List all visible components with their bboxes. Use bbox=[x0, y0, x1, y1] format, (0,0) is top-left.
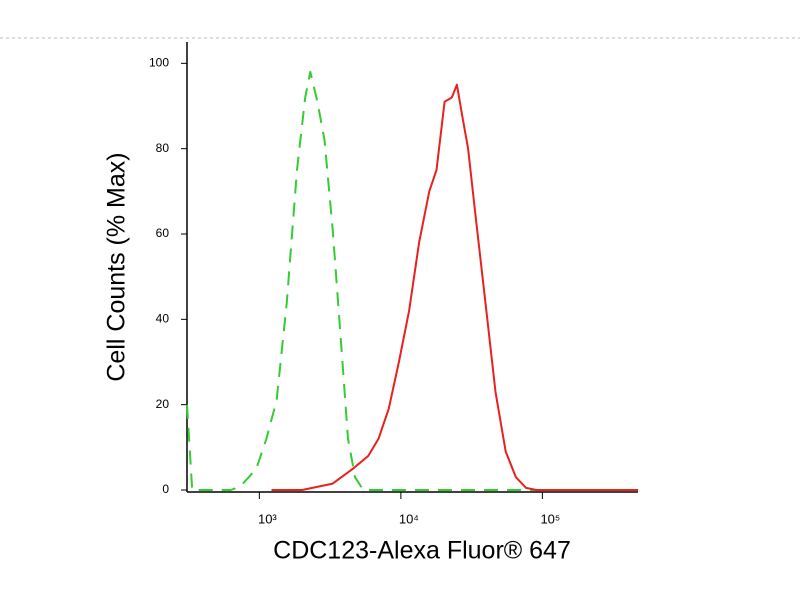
y-tick-label: 100 bbox=[149, 56, 169, 70]
y-tick-label: 20 bbox=[156, 397, 170, 411]
y-tick-label: 60 bbox=[156, 226, 170, 240]
y-tick-label: 40 bbox=[156, 312, 170, 326]
y-tick-label: 80 bbox=[156, 141, 170, 155]
series-line bbox=[186, 70, 628, 491]
x-tick-label: 10⁴ bbox=[399, 511, 419, 526]
x-axis-label: CDC123-Alexa Fluor® 647 bbox=[273, 537, 571, 565]
series-line bbox=[271, 83, 638, 491]
y-tick-label: 0 bbox=[162, 482, 169, 496]
x-tick-label: 10⁵ bbox=[540, 511, 560, 526]
x-tick-label: 10³ bbox=[258, 511, 277, 526]
y-axis-label: Cell Counts (% Max) bbox=[103, 152, 131, 381]
